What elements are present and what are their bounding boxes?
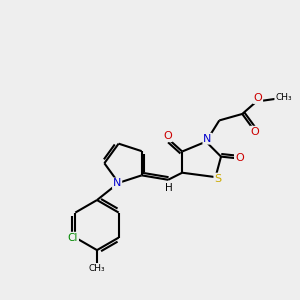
- Text: O: O: [235, 153, 244, 163]
- Text: CH₃: CH₃: [89, 264, 105, 273]
- Text: N: N: [203, 134, 212, 144]
- Text: S: S: [214, 174, 221, 184]
- Text: O: O: [254, 93, 262, 103]
- Text: N: N: [113, 178, 121, 188]
- Text: Cl: Cl: [68, 232, 78, 243]
- Text: O: O: [250, 127, 259, 136]
- Text: CH₃: CH₃: [275, 93, 292, 102]
- Text: H: H: [165, 183, 173, 193]
- Text: O: O: [163, 131, 172, 141]
